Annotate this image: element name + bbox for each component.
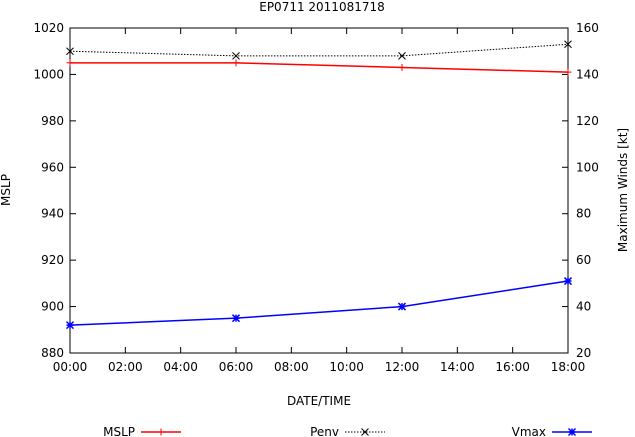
y2-tick-label: 120 (576, 114, 599, 128)
y2-tick-label: 80 (576, 207, 591, 221)
y-tick-label: 980 (41, 114, 64, 128)
chart-title: EP0711 2011081718 (259, 0, 385, 14)
y-tick-label: 1000 (33, 67, 64, 81)
x-axis-label: DATE/TIME (287, 394, 351, 408)
x-tick-label: 10:00 (329, 360, 364, 374)
x-tick-label: 00:00 (53, 360, 88, 374)
x-tick-label: 12:00 (385, 360, 420, 374)
x-tick-label: 02:00 (108, 360, 143, 374)
y-tick-label: 920 (41, 253, 64, 267)
x-tick-label: 06:00 (219, 360, 254, 374)
legend-marker-mslp (157, 428, 165, 436)
x-tick-label: 04:00 (163, 360, 198, 374)
data-point-mslp (232, 59, 240, 67)
legend-label-vmax: Vmax (512, 425, 546, 437)
plot-frame (69, 27, 569, 354)
y2-tick-label: 140 (576, 67, 599, 81)
series-line-vmax (69, 280, 569, 326)
y2-axis-label: Maximum Winds [kt] (616, 128, 630, 252)
y-tick-label: 1020 (33, 21, 64, 35)
data-point-vmax (231, 314, 241, 323)
data-point-mslp (564, 68, 572, 76)
y-tick-label: 900 (41, 300, 64, 314)
x-tick-label: 18:00 (551, 360, 586, 374)
legend-label-mslp: MSLP (103, 425, 135, 437)
data-point-mslp (66, 59, 74, 67)
y2-tick-label: 40 (576, 300, 591, 314)
y2-tick-label: 60 (576, 253, 591, 267)
x-tick-label: 14:00 (440, 360, 475, 374)
legend-marker-penv (361, 428, 369, 436)
data-point-vmax (65, 321, 75, 330)
legend: MSLP Penv Vmax (103, 425, 592, 437)
y-tick-label: 880 (41, 346, 64, 360)
series-layer (65, 40, 573, 330)
data-point-penv (398, 52, 406, 60)
data-point-vmax (563, 277, 573, 286)
data-point-mslp (398, 63, 406, 71)
x-tick-label: 16:00 (495, 360, 530, 374)
y-tick-label: 940 (41, 207, 64, 221)
y2-tick-label: 100 (576, 160, 599, 174)
y2-tick-label: 160 (576, 21, 599, 35)
data-point-penv (66, 47, 74, 56)
y2-tick-label: 20 (576, 346, 591, 360)
y-tick-label: 960 (41, 160, 64, 174)
axis-ticks: 880 900 920 940 960 980 1000 1020 20 40 60 80 100 120… (33, 21, 598, 374)
data-point-vmax (397, 302, 407, 311)
data-point-penv (564, 40, 572, 49)
series-line-penv (69, 43, 569, 57)
x-tick-label: 08:00 (274, 360, 309, 374)
y-axis-label: MSLP (0, 174, 13, 206)
legend-marker-vmax (567, 427, 577, 437)
data-point-penv (232, 52, 240, 60)
legend-label-penv: Penv (310, 425, 339, 437)
series-line-mslp (70, 62, 569, 73)
